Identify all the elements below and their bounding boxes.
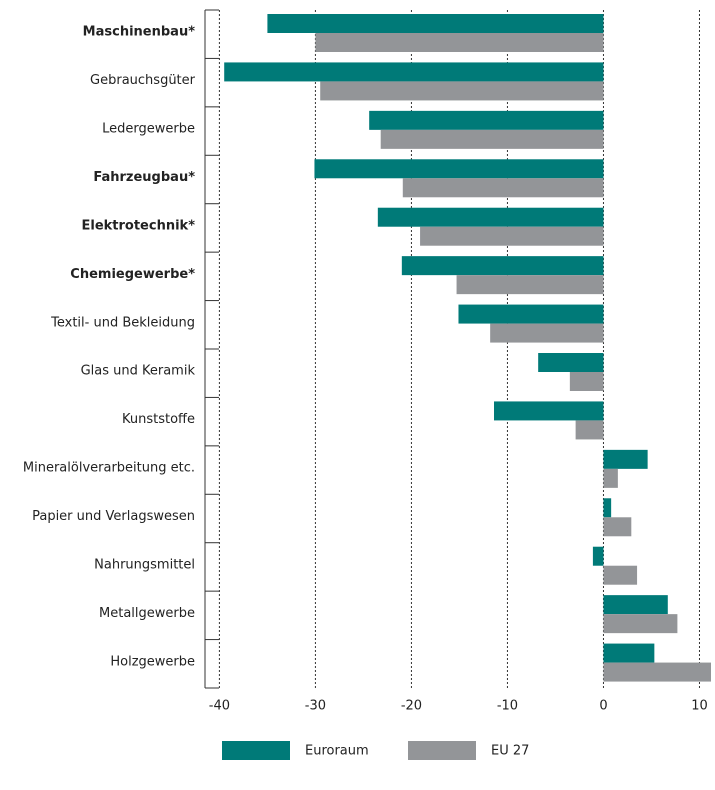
bar [592, 546, 604, 566]
bar [402, 178, 604, 198]
legend-swatch [222, 741, 290, 760]
y-tick-label: Holzgewerbe [110, 654, 195, 669]
y-tick-label: Nahrungsmittel [94, 557, 195, 572]
y-tick-label: Elektrotechnik* [81, 218, 195, 233]
bar [494, 401, 604, 421]
bar [575, 420, 604, 440]
bar [603, 643, 655, 663]
bar [603, 498, 612, 518]
bar [315, 33, 604, 52]
bar [456, 275, 604, 295]
bar [377, 207, 604, 227]
x-tick-label: 10 [691, 699, 708, 714]
y-tick-label: Fahrzeugbau* [93, 170, 195, 185]
y-tick-label: Textil- und Bekleidung [50, 315, 195, 330]
bar [380, 129, 604, 149]
bar [267, 14, 604, 33]
x-tick-label: -10 [497, 699, 518, 714]
y-tick-label: Maschinenbau* [83, 25, 196, 40]
y-tick-label: Papier und Verlagswesen [32, 509, 195, 524]
bar [401, 256, 604, 276]
bar [490, 323, 604, 343]
bar [320, 81, 604, 101]
y-tick-label: Metallgewerbe [99, 606, 195, 621]
y-tick-label: Gebrauchsgüter [90, 73, 196, 88]
legend-swatch [408, 741, 476, 760]
bar [314, 159, 604, 179]
bar [603, 614, 678, 634]
x-tick-label: 0 [599, 699, 607, 714]
bar [458, 304, 604, 324]
bar [603, 565, 638, 585]
bar [603, 595, 668, 615]
y-tick-label: Glas und Keramik [81, 364, 196, 379]
legend-label: Euroraum [305, 744, 369, 759]
y-tick-label: Mineralölverarbeitung etc. [23, 461, 195, 476]
x-tick-label: -30 [305, 699, 326, 714]
x-tick-label: -20 [401, 699, 422, 714]
y-tick-label: Ledergewerbe [102, 122, 195, 137]
y-tick-label: Kunststoffe [122, 412, 195, 427]
x-tick-label: -40 [209, 699, 230, 714]
bar [603, 662, 711, 682]
y-tick-label: Chemiegewerbe* [70, 267, 195, 282]
bar [603, 449, 648, 469]
bar [538, 353, 604, 372]
bar [603, 468, 618, 488]
bar [369, 110, 604, 130]
legend-label: EU 27 [491, 744, 529, 759]
bar [224, 62, 604, 82]
bar [569, 372, 604, 391]
bar [603, 517, 632, 537]
bar [420, 226, 604, 246]
